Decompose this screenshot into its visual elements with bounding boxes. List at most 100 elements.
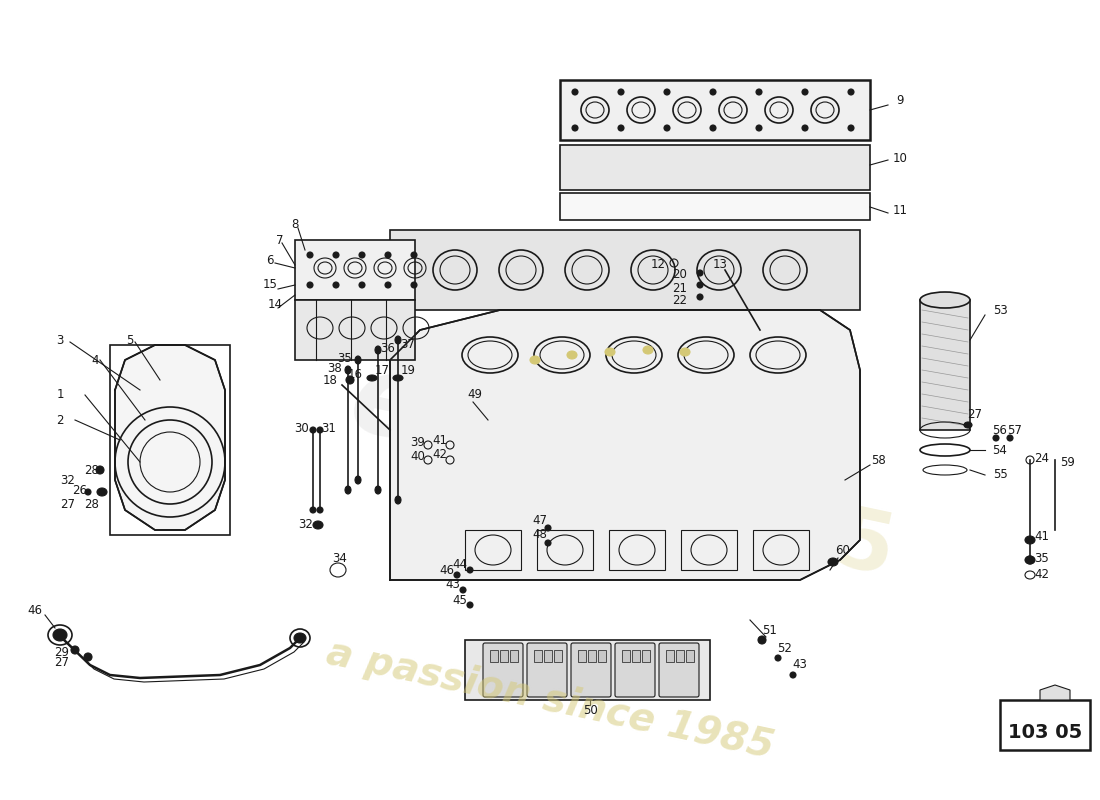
Ellipse shape [680, 348, 690, 356]
Ellipse shape [1006, 435, 1013, 441]
Ellipse shape [964, 422, 972, 428]
Text: 46: 46 [440, 563, 454, 577]
FancyBboxPatch shape [659, 643, 698, 697]
Text: 18: 18 [322, 374, 338, 386]
Text: 38: 38 [328, 362, 342, 374]
Text: 36: 36 [381, 342, 395, 354]
Bar [510, 650, 518, 662]
Bar [490, 650, 498, 662]
Text: 28: 28 [85, 463, 99, 477]
Polygon shape [295, 300, 415, 360]
Text: 32: 32 [298, 518, 314, 531]
Ellipse shape [310, 507, 316, 513]
Ellipse shape [97, 488, 107, 496]
Bar [598, 650, 606, 662]
Polygon shape [1040, 685, 1070, 700]
Text: 48: 48 [532, 529, 548, 542]
Bar [578, 650, 586, 662]
Polygon shape [295, 240, 415, 300]
Text: 5: 5 [126, 334, 134, 346]
Text: europes: europes [341, 345, 859, 555]
Ellipse shape [359, 282, 365, 288]
Polygon shape [920, 300, 970, 430]
Ellipse shape [393, 375, 403, 381]
Text: 10: 10 [892, 151, 907, 165]
Text: 15: 15 [263, 278, 277, 291]
Text: 19: 19 [400, 363, 416, 377]
Ellipse shape [468, 567, 473, 573]
Ellipse shape [618, 125, 624, 131]
Ellipse shape [411, 252, 417, 258]
Text: 42: 42 [432, 449, 448, 462]
Ellipse shape [72, 646, 79, 654]
Bar [110, 345, 230, 535]
Bar [554, 650, 562, 662]
FancyBboxPatch shape [527, 643, 566, 697]
Polygon shape [560, 145, 870, 190]
Text: 60: 60 [836, 543, 850, 557]
Bar [500, 650, 508, 662]
Text: 27: 27 [55, 657, 69, 670]
Ellipse shape [790, 672, 796, 678]
Text: a passion since 1985: a passion since 1985 [322, 634, 778, 766]
Ellipse shape [758, 636, 766, 644]
Ellipse shape [1026, 556, 1034, 564]
Bar [609, 530, 666, 570]
Ellipse shape [468, 602, 473, 608]
Ellipse shape [307, 282, 314, 288]
Ellipse shape [572, 125, 578, 131]
Ellipse shape [697, 294, 703, 300]
Ellipse shape [375, 346, 381, 354]
Ellipse shape [664, 125, 670, 131]
Ellipse shape [756, 89, 762, 95]
Ellipse shape [566, 351, 578, 359]
Text: 42: 42 [1034, 567, 1049, 581]
Text: 20: 20 [672, 269, 688, 282]
Polygon shape [390, 310, 860, 580]
Text: 16: 16 [348, 369, 363, 382]
Text: 55: 55 [992, 469, 1008, 482]
Bar [676, 650, 684, 662]
Ellipse shape [454, 572, 460, 578]
Ellipse shape [618, 89, 624, 95]
Bar [1000, 700, 1090, 750]
Text: 56: 56 [992, 423, 1008, 437]
Text: 6: 6 [266, 254, 274, 266]
Text: 27: 27 [968, 409, 982, 422]
Text: 35: 35 [1035, 551, 1049, 565]
Ellipse shape [345, 366, 351, 374]
Ellipse shape [346, 376, 354, 384]
Bar [754, 530, 808, 570]
Text: 27: 27 [60, 498, 76, 511]
Ellipse shape [697, 270, 703, 276]
Bar [534, 650, 542, 662]
Text: 24: 24 [1034, 451, 1049, 465]
Ellipse shape [385, 252, 390, 258]
Text: 51: 51 [762, 623, 778, 637]
Text: 37: 37 [400, 338, 416, 351]
Text: 3: 3 [56, 334, 64, 346]
Text: 58: 58 [870, 454, 886, 466]
Ellipse shape [317, 507, 323, 513]
Ellipse shape [395, 336, 402, 344]
Text: 54: 54 [992, 443, 1008, 457]
Text: 21: 21 [672, 282, 688, 294]
Ellipse shape [664, 89, 670, 95]
Ellipse shape [848, 125, 854, 131]
Polygon shape [560, 80, 870, 140]
Bar [632, 650, 640, 662]
Ellipse shape [84, 653, 92, 661]
Text: 26: 26 [73, 483, 88, 497]
Text: 49: 49 [468, 389, 483, 402]
Text: 13: 13 [713, 258, 727, 271]
Text: 29: 29 [55, 646, 69, 658]
Ellipse shape [385, 282, 390, 288]
Text: 45: 45 [452, 594, 468, 606]
Text: 41: 41 [1034, 530, 1049, 543]
Polygon shape [560, 193, 870, 220]
Ellipse shape [920, 292, 970, 308]
Text: 31: 31 [321, 422, 337, 434]
Text: 9: 9 [896, 94, 904, 106]
Text: 22: 22 [672, 294, 688, 306]
Text: 40: 40 [410, 450, 426, 463]
